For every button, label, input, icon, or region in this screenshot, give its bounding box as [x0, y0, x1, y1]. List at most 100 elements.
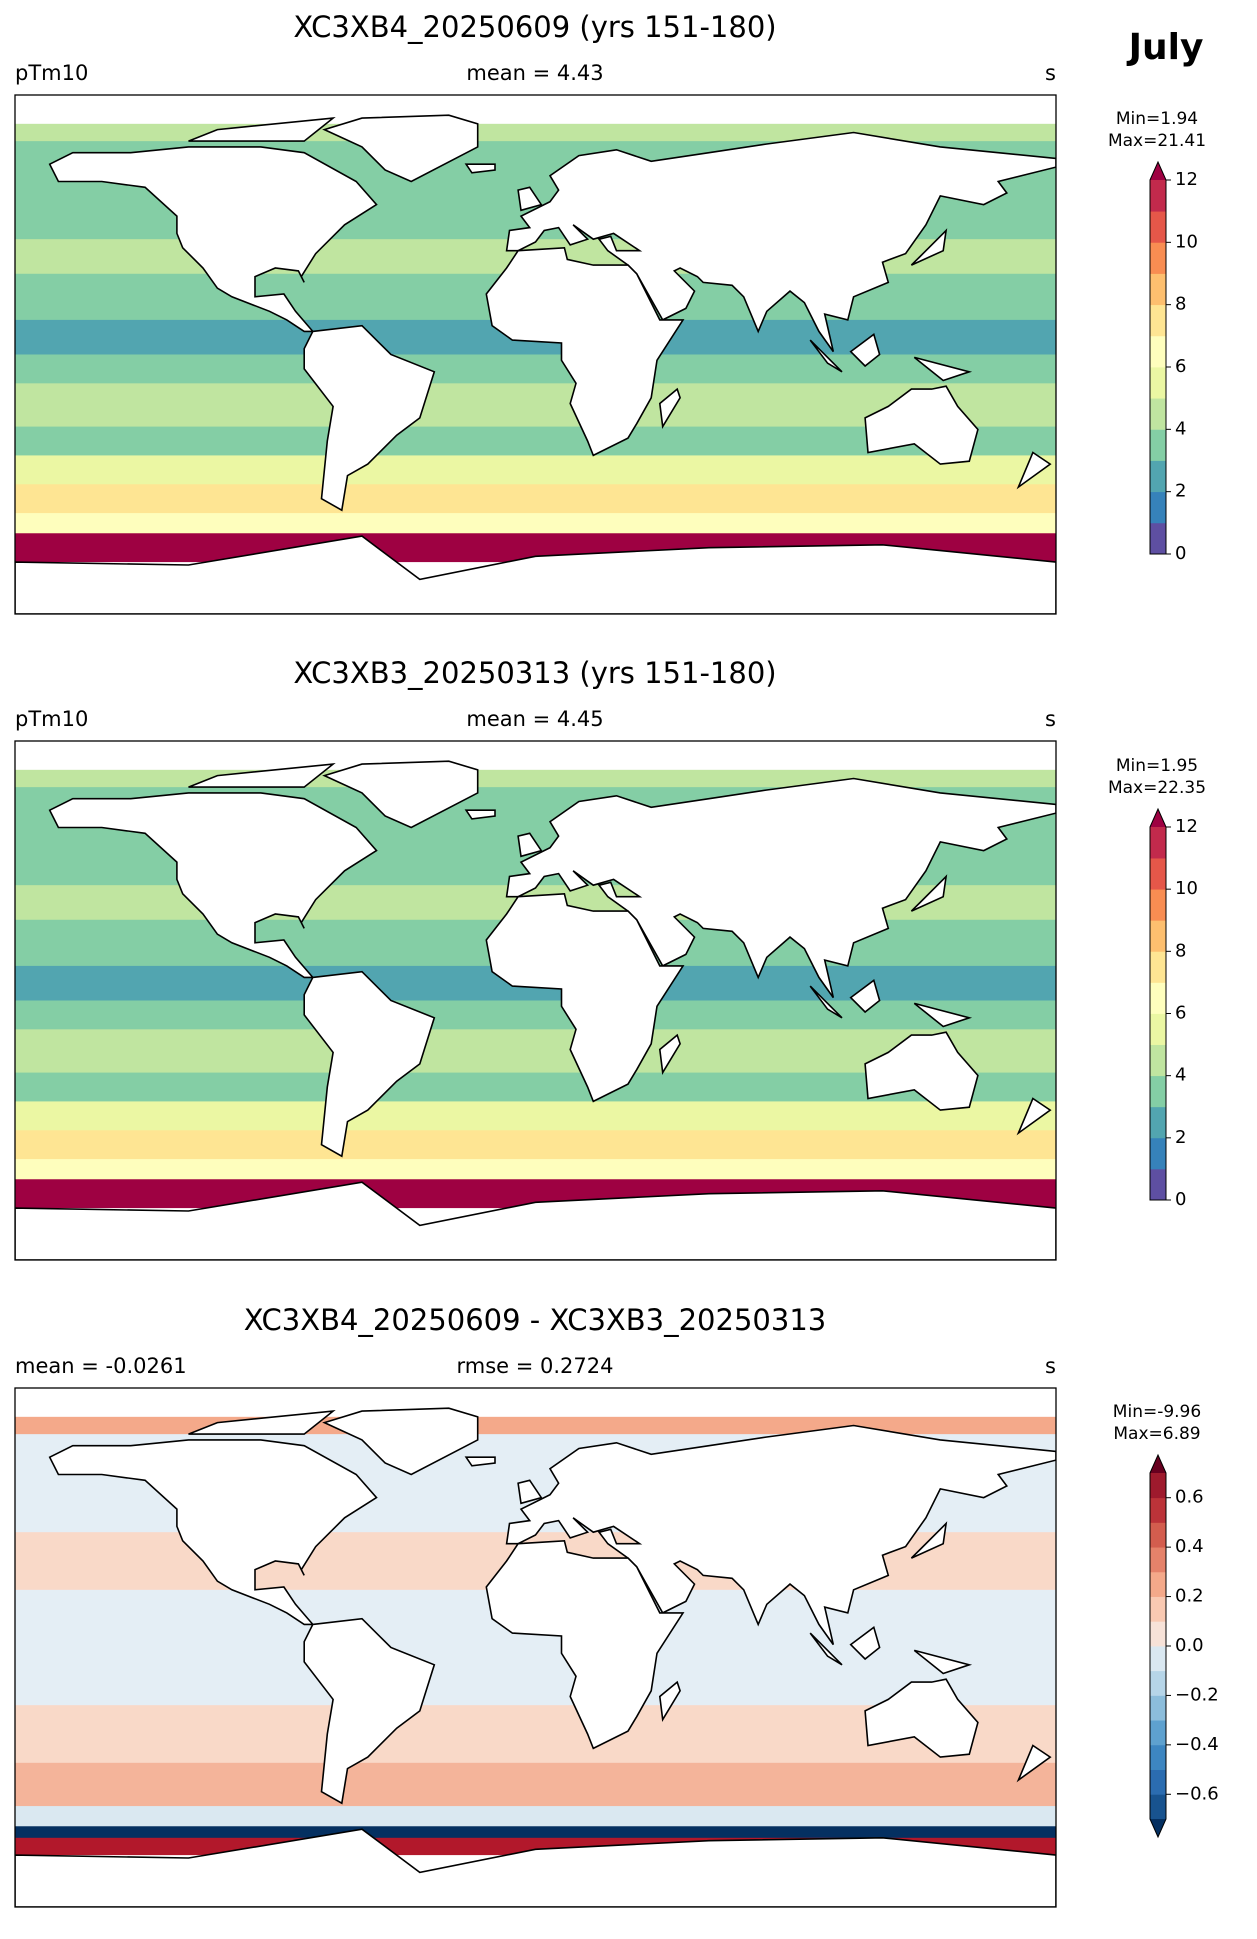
colorbar-extend-max	[1150, 1455, 1166, 1473]
land	[485, 892, 685, 1103]
colorbar-segment	[1150, 367, 1166, 399]
land	[188, 1410, 336, 1435]
colorbar-tick-label: 0.0	[1175, 1635, 1204, 1656]
land	[658, 1680, 681, 1722]
land	[485, 1539, 685, 1750]
colorbar-segment	[1150, 1571, 1166, 1597]
colorbar-tick-label: 4	[1175, 1065, 1186, 1086]
land	[517, 832, 543, 858]
land	[864, 1678, 979, 1758]
colorbar-segment	[1150, 1769, 1166, 1795]
ocean-band	[15, 1762, 1056, 1807]
land	[48, 146, 378, 333]
ocean-band	[15, 741, 1056, 771]
land	[1016, 1744, 1052, 1783]
colorbar-tick-label: 0.2	[1175, 1586, 1204, 1607]
colorbar-segment	[1150, 889, 1166, 921]
colorbar-segment	[1150, 1670, 1166, 1696]
land	[658, 387, 681, 429]
land	[910, 228, 948, 266]
colorbar-tick-label: −0.4	[1175, 1734, 1219, 1755]
colorbar-segment	[1150, 460, 1166, 493]
colorbar-segment	[1150, 1547, 1166, 1573]
map	[15, 741, 1056, 1260]
land	[322, 1407, 479, 1476]
land	[809, 985, 843, 1019]
ocean-band	[15, 123, 1056, 142]
colorbar-segment	[1150, 398, 1166, 430]
colorbar-segment	[1150, 335, 1166, 368]
colorbar-tick-label: 12	[1175, 816, 1198, 837]
land	[15, 535, 1056, 614]
colorbar-segment	[1150, 273, 1166, 306]
colorbar-segment	[1150, 1497, 1166, 1523]
land	[505, 777, 1056, 999]
colorbar-segment	[1150, 1695, 1166, 1721]
ocean-band	[15, 1806, 1056, 1827]
min-label: Min=1.94	[1116, 109, 1198, 129]
center-label: rmse = 0.2724	[456, 1354, 613, 1378]
land	[864, 1031, 979, 1111]
colorbar-segment	[1150, 522, 1166, 555]
land	[1016, 451, 1052, 490]
land	[188, 117, 336, 142]
colorbar-segment	[1150, 951, 1166, 983]
ocean-band	[15, 1826, 1056, 1839]
colorbar-segment	[1150, 491, 1166, 524]
panel-title: XC3XB4_20250609 (yrs 151-180)	[293, 10, 776, 44]
panel-title: XC3XB3_20250313 (yrs 151-180)	[293, 656, 776, 690]
land	[15, 1181, 1056, 1260]
colorbar-segment	[1150, 304, 1166, 337]
land	[15, 1828, 1056, 1907]
center-label: mean = 4.45	[466, 707, 603, 731]
land	[517, 186, 543, 212]
colorbar-extend-max	[1150, 809, 1166, 827]
left-label: pTm10	[15, 707, 88, 731]
figure-title: July	[1126, 27, 1204, 68]
ocean-band	[15, 484, 1056, 514]
colorbar-segment	[1150, 1168, 1166, 1201]
colorbar-outline	[1149, 1453, 1167, 1839]
colorbar-segment	[1150, 1646, 1166, 1672]
min-label: Min=1.95	[1116, 756, 1198, 776]
colorbar-segment	[1150, 1044, 1166, 1077]
colorbar-tick-label: 8	[1175, 940, 1186, 961]
colorbar-tick-label: 6	[1175, 356, 1186, 377]
colorbar-segment	[1150, 920, 1166, 952]
map-frame	[14, 1387, 1057, 1908]
land	[303, 324, 436, 512]
ocean-band	[15, 1000, 1056, 1030]
ocean-band	[15, 95, 1056, 125]
land	[464, 809, 496, 820]
min-label: Min=-9.96	[1113, 1402, 1201, 1422]
ocean-band	[15, 1159, 1056, 1180]
land	[48, 792, 378, 979]
colorbar-tick-label: 4	[1175, 418, 1186, 439]
right-label: s	[1045, 1354, 1056, 1378]
colorbar-segment	[1150, 1013, 1166, 1045]
colorbar-segment	[1150, 1744, 1166, 1770]
max-label: Max=6.89	[1113, 1424, 1200, 1444]
colorbar-tick-label: 8	[1175, 294, 1186, 315]
colorbar-segment	[1150, 242, 1166, 274]
panel-title: XC3XB4_20250609 - XC3XB3_20250313	[244, 1303, 826, 1337]
land	[849, 332, 881, 368]
land	[864, 385, 979, 465]
ocean-band	[15, 1416, 1056, 1435]
colorbar-segment	[1150, 1794, 1166, 1820]
colorbar-tick-label: 0.6	[1175, 1487, 1204, 1508]
colorbar-segment	[1150, 1596, 1166, 1622]
map-frame	[14, 740, 1057, 1261]
colorbar-tick-label: 12	[1175, 169, 1198, 190]
colorbar-segment	[1150, 1106, 1166, 1139]
left-label: pTm10	[15, 61, 88, 85]
land	[517, 1479, 543, 1505]
colorbar-segment	[1150, 180, 1166, 212]
colorbar-segment	[1150, 1137, 1166, 1170]
land	[303, 970, 436, 1158]
land	[303, 1617, 436, 1805]
ocean-band	[15, 1101, 1056, 1131]
land	[658, 1033, 681, 1075]
land	[485, 246, 685, 457]
colorbar-segment	[1150, 1473, 1166, 1499]
